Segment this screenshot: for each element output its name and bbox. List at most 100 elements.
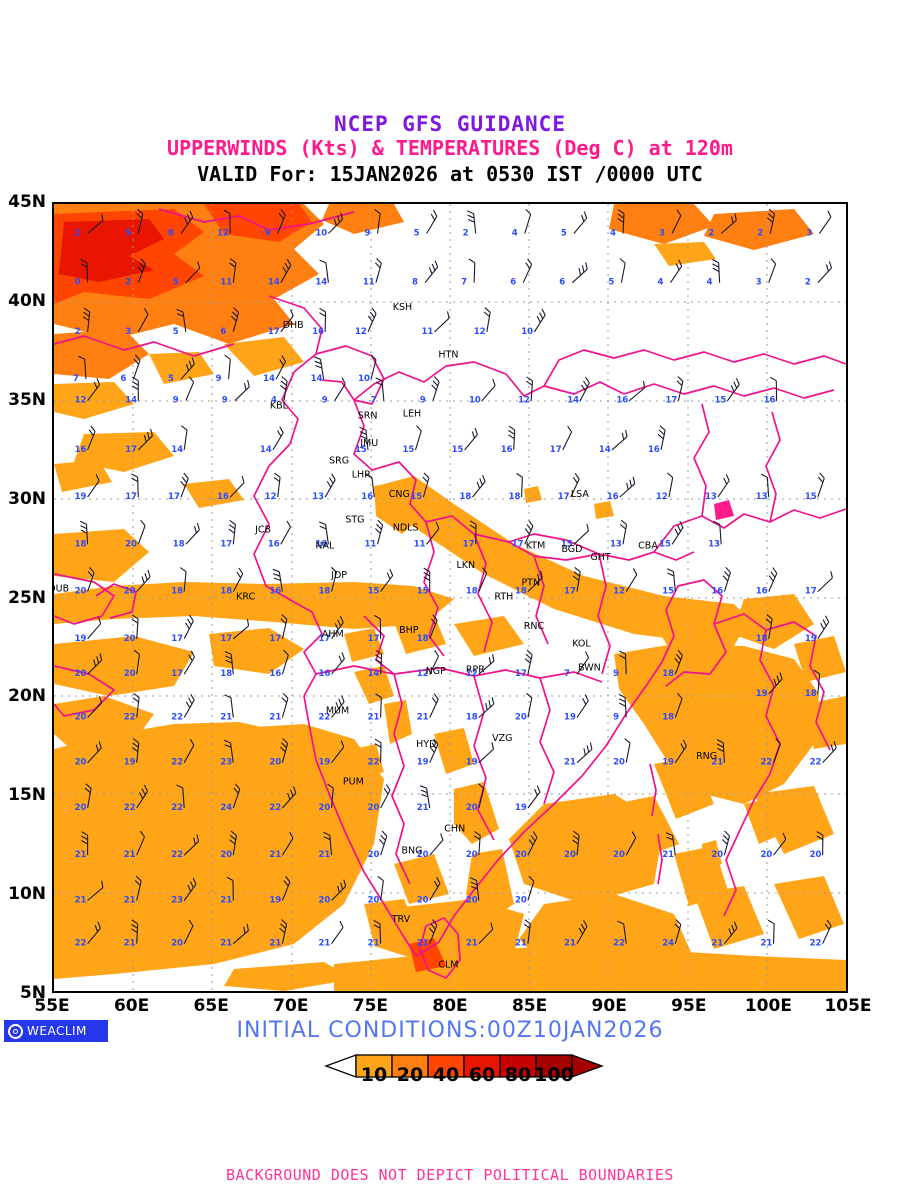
- wind-barb-flag: [572, 835, 580, 841]
- wind-barb-flag: [471, 431, 476, 439]
- wind-barb-flag: [431, 384, 437, 391]
- wind-barb-flag: [370, 354, 377, 361]
- wind-barb: [132, 360, 141, 380]
- wind-barb: [275, 361, 286, 380]
- wind-barb: [522, 264, 533, 283]
- temperature-value: 4: [271, 396, 277, 406]
- wind-barb: [478, 748, 494, 764]
- temperature-value: 20: [417, 850, 429, 860]
- wind-barb-flag: [619, 524, 627, 530]
- station-label-chn: CHN: [444, 824, 465, 835]
- wind-barb-flag: [431, 697, 437, 704]
- temperature-value: 20: [124, 669, 136, 679]
- temperature-value: 15: [452, 445, 464, 455]
- wind-barb-flag: [282, 738, 288, 744]
- wind-barb-flag: [188, 376, 195, 383]
- wind-barb-flag: [527, 258, 533, 265]
- wind-barb-flag: [98, 741, 102, 749]
- temperature-value: 0: [75, 278, 81, 288]
- wind-barb: [281, 743, 289, 763]
- wind-barb-flag: [281, 919, 287, 925]
- wind-barb: [183, 656, 195, 675]
- wind-barb: [87, 788, 92, 809]
- wind-barb-flag: [772, 567, 778, 574]
- colorbar: [324, 1054, 604, 1078]
- wind-barb-flag: [137, 266, 143, 273]
- wind-barb-flag: [769, 376, 777, 382]
- wind-barb: [674, 745, 687, 764]
- colorbar-right-arrow: [571, 1054, 604, 1078]
- wind-barb: [429, 655, 439, 675]
- colorbar-tick-80: 80: [504, 1064, 532, 1086]
- wind-barb-flag: [573, 571, 580, 577]
- wind-barb-flag: [431, 742, 437, 749]
- wind-barb: [87, 220, 104, 234]
- temperature-value: 10: [315, 228, 327, 238]
- wind-barb: [87, 702, 102, 718]
- lon-tick-65E: 65E: [193, 996, 229, 1016]
- lon-tick-95E: 95E: [671, 996, 707, 1016]
- wind-barb-flag: [492, 654, 495, 662]
- wind-barb: [429, 699, 439, 718]
- temperature-value: 24: [662, 939, 674, 949]
- wind-barb: [137, 314, 149, 333]
- wind-barb-flag: [181, 425, 188, 431]
- wind-barb-flag: [712, 259, 719, 264]
- wind-barb-flag: [466, 210, 474, 215]
- wind-barb: [727, 384, 740, 402]
- temperature-value: 3: [756, 278, 762, 288]
- temperature-value: 18: [515, 587, 527, 597]
- weather-map[interactable]: 2 5 8 12 9 10 9 5 2 4 5 4 3 2 2 3 0 2 5 11 14 14 11 8 7 6 6 5 4 4 3 2 2 3…: [52, 202, 848, 993]
- wind-barb-flag: [190, 881, 194, 889]
- wind-barb: [623, 923, 627, 944]
- wind-barb-flag: [339, 920, 344, 928]
- wind-barb: [185, 382, 195, 401]
- wind-barb-flag: [779, 672, 783, 680]
- wind-barb-flag: [280, 380, 287, 386]
- temperature-value: 20: [368, 850, 380, 860]
- wind-barb: [671, 835, 676, 856]
- temperature-value: 16: [607, 492, 619, 502]
- wind-barb-flag: [337, 215, 340, 223]
- station-label-bhp: BHP: [399, 625, 419, 636]
- wind-barb: [330, 788, 334, 809]
- wind-barb-flag: [134, 354, 141, 361]
- wind-barb: [822, 747, 837, 764]
- wind-barb-flag: [516, 472, 523, 478]
- wind-barb-flag: [585, 376, 590, 384]
- station-label-ndls: NDLS: [393, 523, 419, 534]
- temperature-value: 22: [368, 758, 380, 768]
- wind-barb: [478, 929, 494, 945]
- lat-tick-10N: 10N: [8, 884, 46, 905]
- temperature-value: 20: [466, 803, 478, 813]
- temperature-value: 7: [564, 669, 570, 679]
- wind-barb: [234, 386, 250, 402]
- wind-barb-flag: [574, 472, 580, 480]
- weaclim-badge[interactable]: WEACLIM: [4, 1020, 108, 1042]
- wind-barb: [331, 746, 345, 764]
- wind-barb: [671, 527, 684, 545]
- wind-barb-flag: [369, 311, 375, 318]
- temperature-value: 3: [806, 228, 812, 238]
- wind-barb-flag: [341, 652, 345, 660]
- wind-barb: [371, 477, 375, 498]
- wind-barb-flag: [481, 567, 488, 574]
- wind-barb-flag: [189, 739, 195, 746]
- wind-barb: [624, 697, 627, 718]
- wind-barb: [87, 747, 102, 764]
- wind-barb: [766, 477, 770, 498]
- wind-barb-flag: [143, 308, 149, 315]
- wind-barb-flag: [679, 521, 684, 528]
- temperature-value: 12: [217, 228, 229, 238]
- temperature-value: 22: [810, 939, 822, 949]
- wind-barb-flag: [828, 261, 833, 269]
- wind-barb-flag: [376, 258, 382, 264]
- weaclim-label: WEACLIM: [27, 1024, 87, 1038]
- wind-barb-flag: [469, 524, 477, 530]
- wind-barb: [137, 263, 146, 283]
- temperature-value: 12: [518, 396, 530, 406]
- wind-barb: [429, 924, 438, 944]
- wind-barb: [524, 525, 534, 545]
- wind-barb: [379, 923, 382, 944]
- wind-barb: [381, 380, 385, 401]
